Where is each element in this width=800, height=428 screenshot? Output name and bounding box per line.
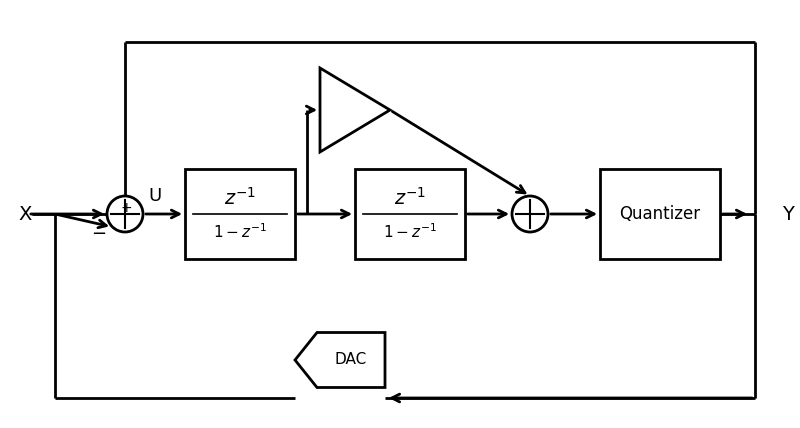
Polygon shape: [295, 333, 385, 387]
Text: Y: Y: [782, 205, 794, 223]
Text: −: −: [91, 225, 106, 243]
Text: X: X: [18, 205, 31, 223]
Text: $z^{-1}$: $z^{-1}$: [394, 187, 426, 209]
Text: DAC: DAC: [335, 353, 367, 368]
Text: U: U: [148, 187, 162, 205]
Text: +: +: [120, 201, 132, 215]
Text: $z^{-1}$: $z^{-1}$: [224, 187, 256, 209]
Polygon shape: [320, 68, 390, 152]
Text: $1-z^{-1}$: $1-z^{-1}$: [213, 223, 267, 241]
Text: Quantizer: Quantizer: [619, 205, 701, 223]
Bar: [185, 169, 295, 259]
Bar: [600, 169, 720, 259]
Circle shape: [107, 196, 143, 232]
Circle shape: [512, 196, 548, 232]
Text: $1-z^{-1}$: $1-z^{-1}$: [383, 223, 437, 241]
Bar: [355, 169, 465, 259]
